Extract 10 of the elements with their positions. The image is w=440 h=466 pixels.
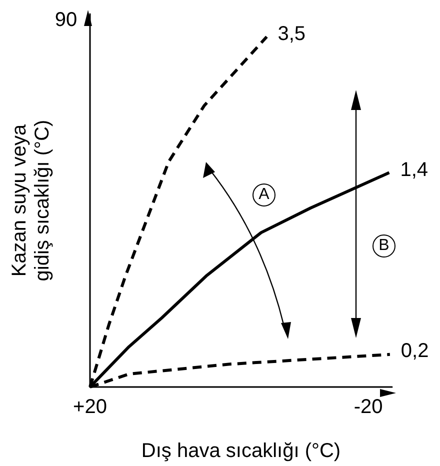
series-label: 1,4 (400, 158, 428, 181)
annotation: A (258, 186, 270, 203)
annotation: B (378, 237, 390, 254)
x-tick-label: +20 (73, 396, 107, 418)
series-label: 3,5 (278, 22, 306, 45)
series-label: 0,2 (400, 340, 429, 362)
y-axis-title: Kazan suyu veya gidiş sıcaklığı (°C) (8, 120, 54, 282)
x-axis-title: Dış hava sıcaklığı (°C) (141, 440, 341, 462)
text: 90 (54, 9, 78, 31)
x-tick-label: -20 (354, 396, 383, 418)
